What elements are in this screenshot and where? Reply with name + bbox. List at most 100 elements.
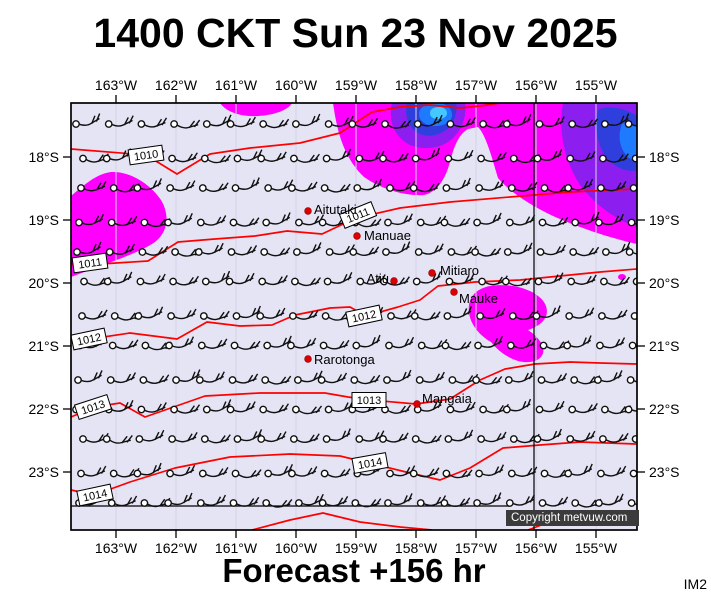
- lon-label-top: 157°W: [455, 77, 498, 93]
- wind-barb-icon: [440, 497, 471, 508]
- wind-barb-icon: [413, 114, 443, 128]
- wind-barb-icon: [169, 275, 199, 286]
- wind-barb-icon: [108, 339, 139, 350]
- wind-barb-icon: [291, 113, 321, 128]
- isobar-1010: [71, 103, 503, 175]
- wind-barb-icon: [595, 493, 624, 507]
- lat-label-right: 20°S: [649, 275, 680, 291]
- wind-barb-icon: [409, 467, 440, 478]
- wind-barb-icon: [264, 464, 294, 478]
- wind-barb-icon: [320, 468, 351, 478]
- wind-barb-icon: [201, 270, 231, 286]
- wind-barb-icon: [288, 309, 319, 320]
- wind-barb-icon: [198, 182, 229, 193]
- wind-barb-icon: [200, 154, 231, 164]
- wind-barb-icon: [257, 431, 287, 443]
- wind-barb-icon: [261, 375, 292, 385]
- city-label-manuae: Manuae: [364, 228, 411, 243]
- wind-barb-icon: [536, 244, 566, 256]
- isobar-label: 1014: [76, 483, 114, 507]
- wind-barb-icon: [379, 432, 409, 443]
- lat-label-right: 19°S: [649, 212, 680, 228]
- lat-label-left: 20°S: [28, 275, 59, 291]
- wind-barb-icon: [324, 400, 354, 414]
- isobar-value: 1014: [82, 488, 108, 505]
- wind-barb-icon: [353, 178, 383, 192]
- wind-barb-icon: [471, 247, 502, 257]
- isobar-label: 1012: [71, 327, 108, 351]
- wind-barb-icon: [226, 401, 256, 414]
- lat-label-left: 22°S: [28, 401, 59, 417]
- wind-barb-icon: [318, 496, 349, 507]
- wind-barb-icon: [197, 338, 228, 350]
- wind-barb-icon: [444, 429, 474, 443]
- wind-barb-icon: [133, 462, 162, 478]
- city-dot-atiu: [390, 277, 398, 285]
- wind-barb-icon: [380, 276, 410, 286]
- wind-barb-icon: [566, 430, 596, 443]
- wind-barb-icon: [198, 466, 229, 478]
- wind-barb-icon: [537, 373, 568, 384]
- wind-barb-icon: [225, 272, 255, 286]
- wind-barb-icon: [291, 405, 323, 415]
- lon-label-top: 158°W: [395, 77, 438, 93]
- wind-barb-icon: [355, 150, 385, 163]
- wind-barb-icon: [382, 241, 411, 256]
- lon-label-bottom: 163°W: [95, 540, 138, 556]
- wind-barb-icon: [322, 148, 352, 163]
- wind-barb-icon: [472, 376, 503, 385]
- wind-barb-icon: [231, 469, 262, 479]
- wind-barb-icon: [72, 113, 101, 128]
- precip-rain_light: [468, 285, 547, 363]
- wind-barb-icon: [229, 217, 260, 227]
- wind-barb-icon: [324, 115, 354, 128]
- lon-label-bottom: 159°W: [335, 540, 378, 556]
- wind-barb-icon: [349, 246, 380, 257]
- wind-barb-icon: [442, 469, 473, 479]
- wind-barb-icon: [475, 464, 505, 478]
- lat-label-left: 18°S: [28, 149, 59, 165]
- wind-barb-icon: [416, 495, 447, 507]
- wind-barb-icon: [535, 116, 565, 128]
- wind-barb-icon: [196, 215, 227, 227]
- lat-label-right: 22°S: [649, 401, 680, 417]
- isobar-1011: [71, 188, 637, 265]
- wind-barb-icon: [202, 114, 232, 128]
- map-border: [70, 102, 638, 531]
- wind-barb-icon: [103, 271, 133, 286]
- city-label-aitutaki: Aitutaki: [314, 202, 357, 217]
- wind-barb-icon: [232, 305, 261, 320]
- forecast-hour-label: Forecast +156 hr: [222, 552, 486, 589]
- wind-barb-icon: [624, 404, 637, 414]
- wind-barb-icon: [74, 370, 103, 384]
- wind-barb-icon: [411, 147, 441, 163]
- wind-barb-icon: [104, 115, 134, 128]
- lon-label-bottom: 161°W: [215, 540, 258, 556]
- wind-barb-icon: [202, 399, 232, 414]
- wind-barb-icon: [597, 181, 627, 192]
- precip-rain_extreme: [430, 107, 447, 119]
- wind-barb-icon: [443, 306, 473, 320]
- lat-label-left: 19°S: [28, 212, 59, 228]
- wind-barb-icon: [230, 340, 261, 350]
- city-dot-manuae: [353, 232, 361, 240]
- wind-barb-icon: [538, 496, 569, 507]
- wind-barb-icon: [351, 498, 382, 508]
- city-label-rarotonga: Rarotonga: [314, 352, 375, 367]
- wind-barb-icon: [505, 214, 536, 227]
- isobar-value: 1012: [351, 309, 377, 326]
- precip-rain_light: [618, 274, 626, 280]
- wind-barb-icon: [447, 245, 478, 256]
- wind-barb-icon: [568, 402, 598, 414]
- wind-barb-icon: [569, 246, 600, 257]
- wind-barb-icon: [477, 431, 507, 443]
- lon-label-top: 156°W: [515, 77, 558, 93]
- lon-label-top: 159°W: [335, 77, 378, 93]
- wind-barb-icon: [602, 241, 631, 256]
- wind-barb-icon: [196, 494, 227, 507]
- wind-barb-icon: [476, 308, 506, 320]
- wind-barb-icon: [259, 118, 290, 129]
- wind-barb-icon: [563, 335, 592, 350]
- wind-barb-icon: [444, 149, 474, 163]
